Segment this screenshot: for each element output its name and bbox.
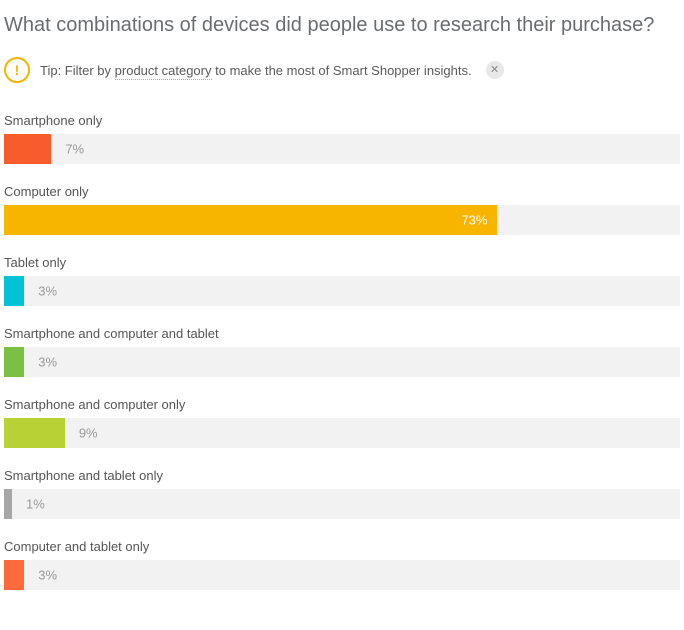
- bar-fill: [4, 418, 65, 448]
- tip-text: Tip: Filter by product category to make …: [40, 63, 472, 78]
- bar-label: Computer and tablet only: [4, 539, 680, 554]
- alert-icon: !: [4, 57, 30, 83]
- bar-item: Tablet only 3%: [4, 255, 680, 306]
- bar-fill: [4, 489, 12, 519]
- bar-item: Computer and tablet only 3%: [4, 539, 680, 590]
- tip-prefix: Tip: Filter by: [40, 63, 115, 78]
- device-combinations-chart: Smartphone only 7% Computer only 73% Tablet …: [4, 113, 680, 590]
- bar-fill: 73%: [4, 205, 497, 235]
- close-icon[interactable]: ✕: [486, 61, 504, 79]
- bar-label: Smartphone only: [4, 113, 680, 128]
- bar-item: Smartphone only 7%: [4, 113, 680, 164]
- bar-fill: [4, 134, 51, 164]
- bar-item: Smartphone and computer only 9%: [4, 397, 680, 448]
- bar-track: 3%: [4, 276, 680, 306]
- bar-value: 73%: [461, 213, 487, 228]
- bar-fill: [4, 560, 24, 590]
- bar-value: 3%: [38, 284, 57, 299]
- bar-fill: [4, 276, 24, 306]
- tip-banner: ! Tip: Filter by product category to mak…: [4, 55, 680, 85]
- bar-track: 7%: [4, 134, 680, 164]
- bar-value: 3%: [38, 355, 57, 370]
- bar-fill: [4, 347, 24, 377]
- bar-track: 3%: [4, 560, 680, 590]
- product-category-link[interactable]: product category: [115, 63, 212, 80]
- bar-item: Smartphone and tablet only 1%: [4, 468, 680, 519]
- bar-label: Computer only: [4, 184, 680, 199]
- bar-label: Smartphone and computer and tablet: [4, 326, 680, 341]
- bar-track: 1%: [4, 489, 680, 519]
- bar-track: 9%: [4, 418, 680, 448]
- bar-item: Smartphone and computer and tablet 3%: [4, 326, 680, 377]
- bar-track: 3%: [4, 347, 680, 377]
- bar-value: 3%: [38, 568, 57, 583]
- bar-track: 73%: [4, 205, 680, 235]
- bar-value: 1%: [26, 497, 45, 512]
- tip-suffix: to make the most of Smart Shopper insigh…: [212, 63, 472, 78]
- bar-value: 7%: [65, 142, 84, 157]
- page-title: What combinations of devices did people …: [4, 14, 680, 37]
- bar-item: Computer only 73%: [4, 184, 680, 235]
- bar-value: 9%: [79, 426, 98, 441]
- bar-label: Tablet only: [4, 255, 680, 270]
- bar-label: Smartphone and tablet only: [4, 468, 680, 483]
- bar-label: Smartphone and computer only: [4, 397, 680, 412]
